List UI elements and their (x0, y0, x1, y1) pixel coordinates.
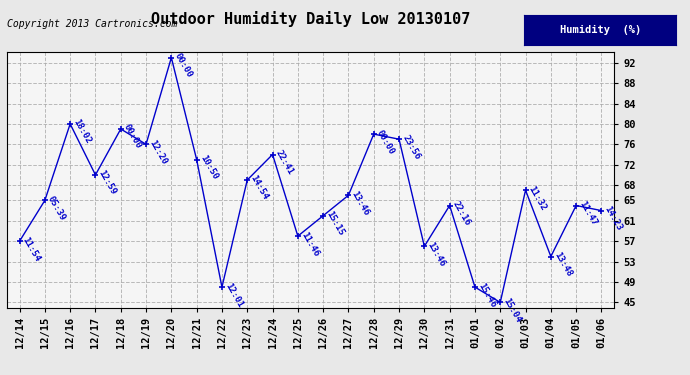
Text: 22:41: 22:41 (274, 148, 295, 176)
Text: 18:02: 18:02 (72, 118, 92, 146)
Text: 15:04: 15:04 (502, 296, 523, 324)
Text: 11:54: 11:54 (21, 235, 42, 263)
Text: 13:46: 13:46 (426, 240, 447, 268)
Text: 10:50: 10:50 (198, 154, 219, 182)
Text: 00:00: 00:00 (172, 52, 194, 80)
Text: 23:56: 23:56 (400, 133, 422, 161)
Text: 22:16: 22:16 (451, 200, 472, 227)
Text: 11:46: 11:46 (299, 230, 320, 258)
Text: 13:46: 13:46 (350, 189, 371, 217)
Text: 12:20: 12:20 (148, 138, 168, 166)
Text: 11:32: 11:32 (527, 184, 548, 212)
Text: 14:23: 14:23 (603, 205, 624, 232)
Text: 00:00: 00:00 (375, 128, 396, 156)
Text: 14:54: 14:54 (248, 174, 270, 202)
Text: 05:39: 05:39 (46, 194, 68, 222)
Text: 11:47: 11:47 (578, 200, 599, 227)
Text: Copyright 2013 Cartronics.com: Copyright 2013 Cartronics.com (7, 19, 177, 29)
Text: 13:48: 13:48 (552, 251, 573, 278)
Text: 12:01: 12:01 (224, 281, 244, 309)
Text: Humidity  (%): Humidity (%) (560, 25, 641, 35)
Text: 15:46: 15:46 (476, 281, 497, 309)
Text: 12:59: 12:59 (97, 169, 118, 196)
Text: 00:00: 00:00 (122, 123, 144, 151)
Text: 15:15: 15:15 (324, 210, 346, 237)
Text: Outdoor Humidity Daily Low 20130107: Outdoor Humidity Daily Low 20130107 (151, 11, 470, 27)
